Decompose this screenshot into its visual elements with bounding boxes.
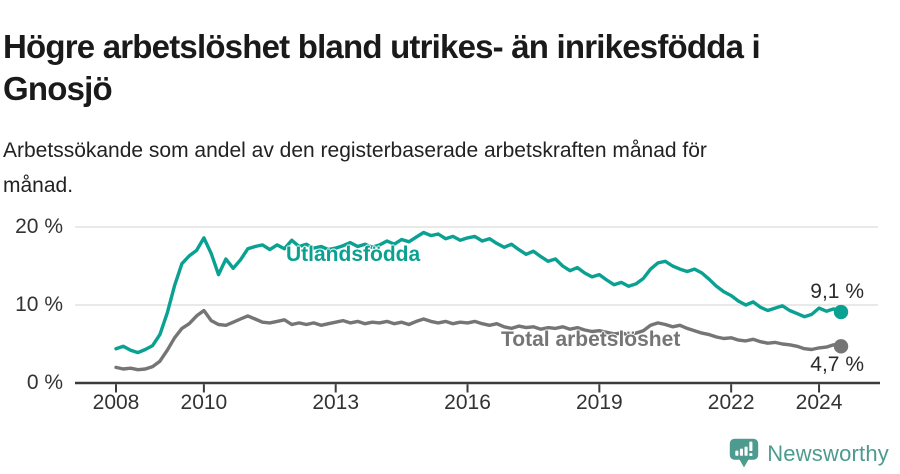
title-line-1: Högre arbetslöshet bland utrikes- än inr… <box>3 28 761 66</box>
newsworthy-wordmark: Newsworthy <box>767 441 889 466</box>
series-label-total-arbetsloshet: Total arbetslöshet <box>501 328 681 351</box>
y-tick-label: 0 % <box>26 371 63 394</box>
x-tick-label: 2013 <box>312 391 360 414</box>
x-tick-label: 2008 <box>92 391 140 414</box>
x-tick-label: 2019 <box>575 391 623 414</box>
end-value-label-total-arbetsloshet: 4,7 % <box>810 353 864 376</box>
x-tick-label: 2016 <box>444 391 491 414</box>
title-line-2: Gnosjö <box>3 70 113 108</box>
chart-title: Högre arbetslöshet bland utrikes- än inr… <box>3 26 761 110</box>
subtitle-line-1: Arbetssökande som andel av den registerb… <box>3 139 707 162</box>
x-tick-label: 2024 <box>795 391 843 414</box>
newsworthy-logo: Newsworthy <box>729 438 889 470</box>
y-tick-label: 20 % <box>15 215 63 238</box>
chart-subtitle: Arbetssökande som andel av den registerb… <box>3 133 707 203</box>
newsworthy-chart-bubble-icon <box>729 438 759 468</box>
y-tick-label: 10 % <box>15 293 63 316</box>
x-tick-label: 2022 <box>707 391 755 414</box>
end-value-label-utlandsfodda: 9,1 % <box>810 280 864 303</box>
series-label-utlandsfodda: Utlandsfödda <box>286 243 421 266</box>
x-tick-label: 2010 <box>180 391 228 414</box>
subtitle-line-2: månad. <box>3 174 74 197</box>
